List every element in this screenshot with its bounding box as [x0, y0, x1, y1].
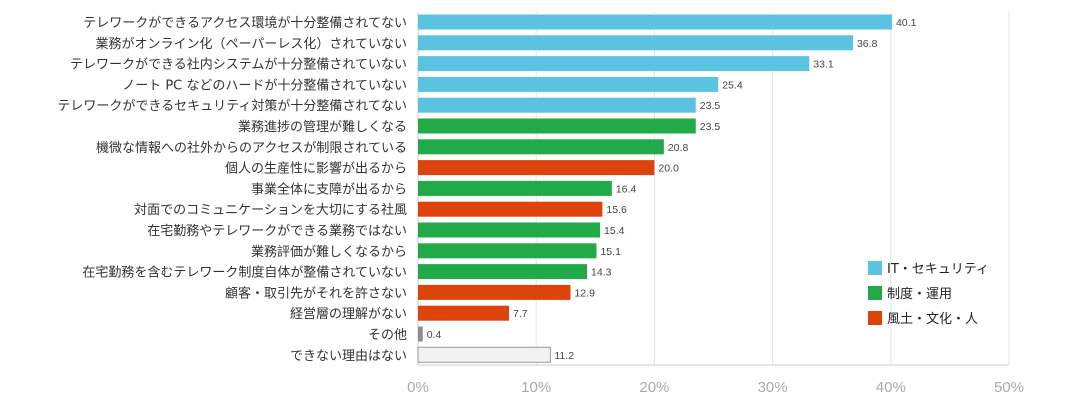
bar: [418, 76, 719, 92]
bar: [418, 160, 655, 176]
legend-label: 制度・運用: [887, 286, 952, 302]
legend-swatch: [868, 261, 882, 275]
legend-swatch: [868, 311, 882, 325]
legend-label: IT・セキュリティ: [887, 262, 989, 277]
category-label: ノート PC などのハードが十分整備されていない: [122, 77, 407, 93]
value-label: 16.4: [616, 183, 637, 195]
bar: [418, 264, 588, 280]
category-label: 機微な情報への社外からのアクセスが制限されている: [96, 140, 407, 156]
value-label: 15.6: [606, 204, 627, 216]
category-label: その他: [368, 328, 407, 343]
legend-label: 風土・文化・人: [887, 312, 978, 327]
x-tick-label: 0%: [407, 379, 429, 396]
value-label: 7.7: [513, 308, 528, 320]
value-label: 14.3: [591, 267, 612, 279]
category-label: 対面でのコミュニケーションを大切にする社風: [134, 202, 407, 218]
category-label: テレワークができるセキュリティ対策が十分整備されてない: [57, 98, 407, 114]
x-tick-label: 50%: [994, 379, 1024, 396]
value-label: 11.2: [554, 350, 574, 362]
category-label: テレワークができるアクセス環境が十分整備されてない: [83, 15, 407, 31]
value-label: 15.4: [604, 225, 625, 237]
bar: [418, 284, 571, 300]
bar: [418, 326, 423, 342]
bar: [418, 222, 601, 238]
category-label: 在宅勤務やテレワークができる業務ではない: [147, 223, 407, 239]
value-label: 36.8: [857, 38, 878, 50]
category-label: 事業全体に支障が出るから: [251, 181, 407, 197]
value-label: 20.0: [658, 163, 679, 175]
bar: [418, 243, 597, 259]
legend-swatch: [868, 286, 882, 300]
bar: [418, 201, 603, 217]
category-label: 業務評価が難しくなるから: [251, 244, 407, 260]
category-label: 業務進捗の管理が難しくなる: [238, 119, 407, 135]
category-label: 顧客・取引先がそれを許さない: [225, 285, 407, 301]
category-label: テレワークができる社内システムが十分整備されていない: [70, 57, 407, 73]
value-label: 23.5: [700, 121, 721, 133]
bar: [418, 139, 664, 155]
bar: [418, 56, 810, 72]
x-tick-label: 10%: [521, 379, 551, 396]
category-label: できない理由はない: [290, 349, 407, 364]
value-label: 25.4: [722, 79, 743, 91]
bar: [418, 97, 696, 113]
bar: [418, 35, 853, 51]
category-label: 経営層の理解がない: [290, 307, 407, 322]
value-label: 15.1: [600, 246, 621, 258]
bar: [418, 180, 612, 196]
value-label: 20.8: [668, 142, 689, 154]
value-label: 33.1: [813, 59, 834, 71]
value-label: 23.5: [700, 100, 721, 112]
category-label: 業務がオンライン化（ペーパーレス化）されていない: [96, 36, 407, 52]
value-label: 0.4: [427, 329, 442, 341]
bar: [417, 346, 551, 363]
x-tick-label: 20%: [639, 379, 669, 396]
category-label: 個人の生産性に影響が出るから: [225, 161, 407, 177]
value-label: 12.9: [574, 287, 595, 299]
bar: [418, 14, 892, 30]
x-tick-label: 40%: [876, 379, 906, 396]
x-tick-label: 30%: [758, 379, 788, 396]
category-label: 在宅勤務を含むテレワーク制度自体が整備されていない: [82, 265, 407, 281]
bar: [418, 305, 510, 321]
bar: [418, 118, 696, 134]
value-label: 40.1: [896, 17, 917, 29]
